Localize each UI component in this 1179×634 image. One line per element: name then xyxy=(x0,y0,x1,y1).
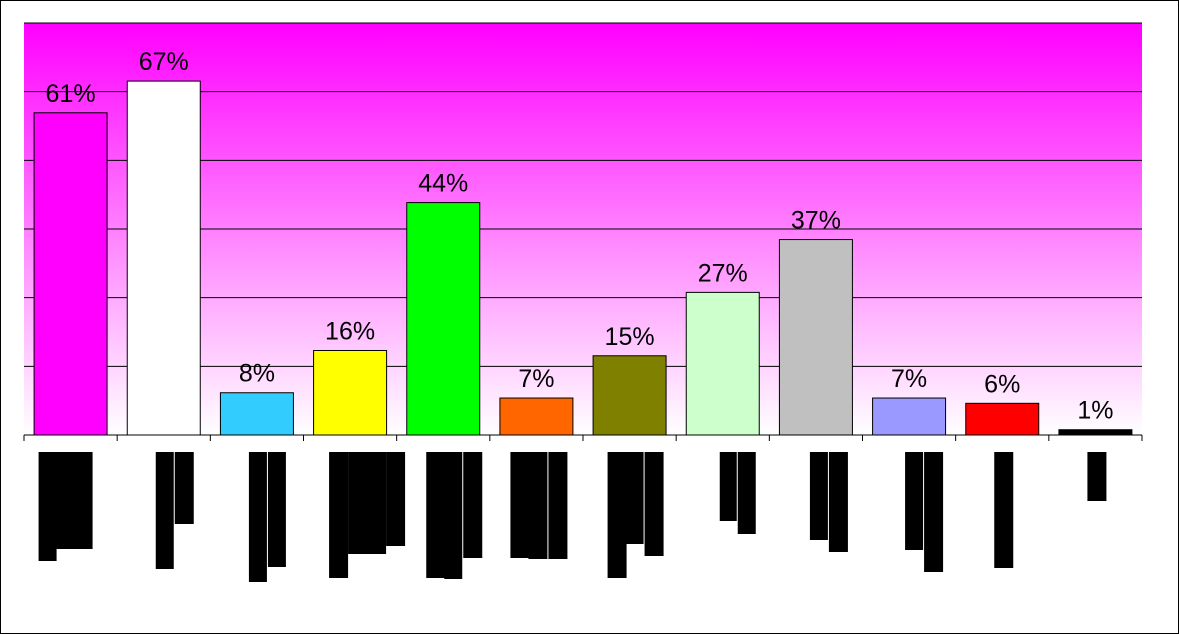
redacted-label-block xyxy=(828,452,848,552)
bar xyxy=(965,402,1040,436)
redacted-label-block xyxy=(348,452,369,554)
bar xyxy=(778,239,853,436)
redacted-label-block xyxy=(607,452,627,578)
redacted-label-block xyxy=(386,452,406,546)
gridlines xyxy=(24,22,1142,367)
redacted-label-block xyxy=(548,452,568,559)
redacted-label-block xyxy=(924,452,944,572)
redacted-label-block xyxy=(905,452,924,550)
data-label: 7% xyxy=(518,365,554,393)
data-label: 27% xyxy=(698,259,748,287)
redacted-label-block xyxy=(444,452,463,579)
redacted-category-labels xyxy=(38,452,1107,582)
redacted-label-block xyxy=(267,452,286,567)
redacted-label-block xyxy=(644,452,664,556)
redacted-label-block xyxy=(426,452,446,578)
bar xyxy=(406,202,481,436)
bar xyxy=(685,291,760,436)
redacted-label-block xyxy=(528,452,548,559)
x-axis xyxy=(23,434,1143,441)
redacted-label-block xyxy=(809,452,828,540)
redacted-label-block xyxy=(174,452,194,524)
data-label: 44% xyxy=(418,170,468,198)
redacted-label-block xyxy=(510,452,530,558)
redacted-label-block xyxy=(625,452,644,544)
data-label: 16% xyxy=(325,317,375,345)
redacted-label-block xyxy=(329,452,349,578)
data-label: 1% xyxy=(1077,397,1113,425)
redacted-label-block xyxy=(248,452,267,582)
bar xyxy=(592,355,667,436)
bar xyxy=(872,397,947,436)
data-label: 8% xyxy=(239,360,275,388)
bars xyxy=(33,80,1133,436)
redacted-label-block xyxy=(737,452,756,534)
redacted-label-block xyxy=(1087,452,1107,501)
data-label: 6% xyxy=(984,370,1020,398)
redacted-label-block xyxy=(719,452,737,521)
data-labels: 61% 67% 8% 16% 44% 7% 15% 27% 37% 7% 6% 1% xyxy=(46,48,1114,425)
bar xyxy=(1058,429,1133,436)
bar xyxy=(126,80,201,436)
redacted-label-block xyxy=(463,452,483,558)
bar xyxy=(33,112,108,436)
redacted-label-block xyxy=(38,452,57,561)
bar xyxy=(219,392,294,436)
data-label: 7% xyxy=(891,365,927,393)
redacted-label-block xyxy=(994,452,1014,568)
redacted-label-block xyxy=(74,452,93,549)
bar xyxy=(313,349,388,436)
data-label: 61% xyxy=(46,80,96,108)
data-label: 37% xyxy=(791,207,841,235)
bar xyxy=(499,397,574,436)
data-label: 67% xyxy=(139,48,189,76)
redacted-label-block xyxy=(155,452,174,569)
data-label: 15% xyxy=(605,323,655,351)
redacted-label-block xyxy=(367,452,387,554)
